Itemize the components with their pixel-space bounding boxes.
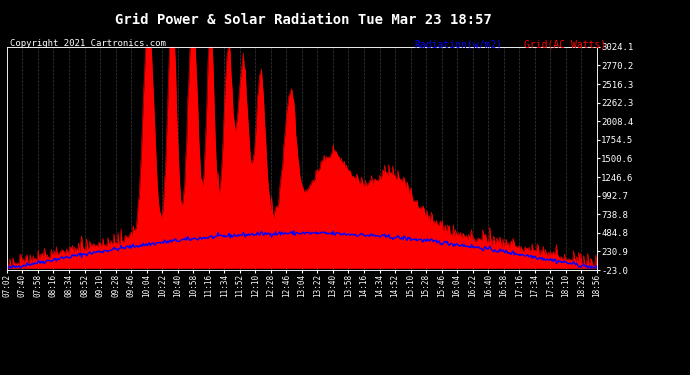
Text: Grid(AC Watts): Grid(AC Watts) — [524, 39, 607, 50]
Text: Radiation(w/m2): Radiation(w/m2) — [414, 39, 502, 50]
Text: Copyright 2021 Cartronics.com: Copyright 2021 Cartronics.com — [10, 39, 166, 48]
Text: Grid Power & Solar Radiation Tue Mar 23 18:57: Grid Power & Solar Radiation Tue Mar 23 … — [115, 13, 492, 27]
